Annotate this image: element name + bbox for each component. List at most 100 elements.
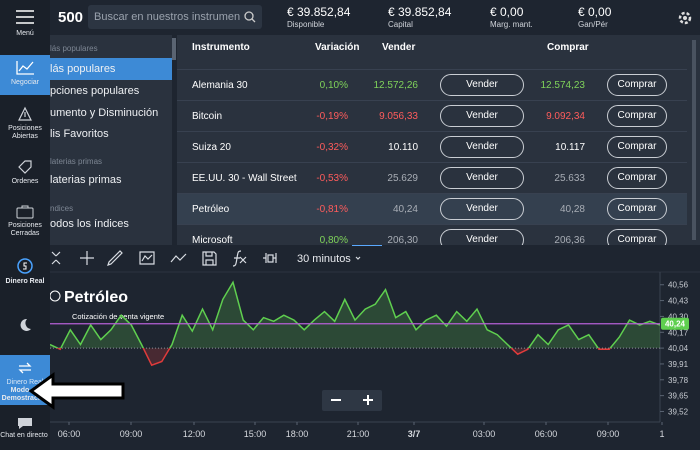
sell-price: 12.572,26 <box>373 80 419 91</box>
stat-value: € 0,00 <box>490 5 524 19</box>
save-icon[interactable] <box>202 251 217 266</box>
stat-label: Disponible <box>287 20 325 29</box>
change: -0,53% <box>316 173 348 184</box>
top-bar: 500 Buscar en nuestros instrumen € 39.85… <box>50 0 700 35</box>
x-tick-label: 09:00 <box>597 429 620 439</box>
menu-scrollbar <box>172 38 176 60</box>
buy-button[interactable]: Comprar <box>607 167 667 189</box>
instrument-row[interactable]: Alemania 30 0,10% 12.572,26 Vender 12.574,23… <box>177 69 687 101</box>
buy-button[interactable]: Comprar <box>607 229 667 245</box>
closed-positions-label[interactable]: Posiciones Cerradas <box>8 222 42 237</box>
mode-toggle-line2[interactable]: Modo de Demostración <box>1 387 49 402</box>
trade-icon <box>16 61 34 75</box>
instrument-name: Suiza 20 <box>192 142 231 153</box>
draw-icon[interactable] <box>107 250 123 266</box>
menu-label[interactable]: Menú <box>16 30 34 37</box>
real-money-icon <box>17 258 33 274</box>
column-header: Vender <box>382 42 416 53</box>
chat-label[interactable]: Chat en directo <box>0 432 48 439</box>
y-tick-label: 40,30 <box>668 312 689 321</box>
instrument-row[interactable]: Bitcoin -0,19% 9.056,33 Vender 9.092,34 Compr… <box>177 100 687 132</box>
interval-select[interactable]: 30 minutos <box>297 253 351 265</box>
menu-item[interactable]: odos los índices <box>50 218 129 230</box>
x-tick-label: 1 <box>659 429 664 439</box>
chat-icon <box>18 418 32 429</box>
x-tick-label: 09:00 <box>120 429 143 439</box>
instrument-row[interactable]: EE.UU. 30 - Wall Street -0,53% 25.629 Vende… <box>177 162 687 194</box>
buy-button[interactable]: Comprar <box>607 136 667 158</box>
instrument-name: Bitcoin <box>192 111 223 122</box>
sell-price: 40,24 <box>392 204 418 215</box>
indicator-icon[interactable] <box>139 251 155 265</box>
y-tick-label: 39,65 <box>668 392 689 401</box>
orders-label[interactable]: Ordenes <box>11 178 39 185</box>
open-positions-icon <box>18 106 32 121</box>
buy-button[interactable]: Comprar <box>607 198 667 220</box>
menu-active[interactable]: lás populares <box>50 58 172 80</box>
trend-icon[interactable] <box>170 253 187 263</box>
theme-icon[interactable] <box>18 318 32 332</box>
function-icon[interactable] <box>232 250 247 267</box>
sell-button[interactable]: Vender <box>440 229 524 245</box>
real-money-label[interactable]: Dinero Real <box>5 278 45 285</box>
instrument-name: Alemania 30 <box>192 80 248 91</box>
chart-bg <box>50 245 700 450</box>
sell-price: 10.110 <box>388 142 418 153</box>
sell-price: 9.056,33 <box>379 111 418 122</box>
buy-price: 12.574,23 <box>540 80 586 91</box>
sell-button[interactable]: Vender <box>440 136 524 158</box>
change: -0,32% <box>316 142 348 153</box>
fullscreen-icon[interactable] <box>51 251 61 265</box>
menu-item[interactable]: laterias primas <box>50 174 122 186</box>
menu-item[interactable]: pciones populares <box>50 85 140 97</box>
mode-toggle-line1[interactable]: Dinero Real <box>6 379 44 386</box>
stat-label: Gan/Pér <box>578 20 608 29</box>
instrument-row[interactable]: Microsoft 0,80% 206,30 Vender 206,36 Comprar <box>177 224 687 245</box>
sell-button[interactable]: Vender <box>440 74 524 96</box>
crosshair-icon[interactable] <box>80 251 94 265</box>
price-line <box>50 280 660 349</box>
info-icon[interactable] <box>50 290 61 302</box>
stat-margin: € 0,00 Marg. mant. <box>490 5 533 29</box>
current-price-annotation: Cotización de venta vigente <box>72 312 164 321</box>
stat-label: Marg. mant. <box>490 20 533 29</box>
menu-icon[interactable] <box>16 10 34 24</box>
sell-button[interactable]: Vender <box>440 198 524 220</box>
settings-icon[interactable] <box>677 10 693 26</box>
y-tick-label: 39,52 <box>668 407 689 416</box>
trade-active-bg[interactable] <box>0 55 50 95</box>
orders-icon <box>18 160 32 174</box>
search-box[interactable]: Buscar en nuestros instrumen <box>88 5 262 29</box>
instrument-row[interactable]: Petróleo -0,81% 40,24 Vender 40,28 Comprar <box>177 193 687 225</box>
compare-icon[interactable] <box>263 253 277 263</box>
interval-caret[interactable] <box>355 256 361 260</box>
instrument-row[interactable]: Suiza 20 -0,32% 10.110 Vender 10.117 Comprar <box>177 131 687 163</box>
column-header: Variación <box>315 42 360 53</box>
buy-button[interactable]: Comprar <box>607 105 667 127</box>
mode-toggle-icon <box>18 362 32 374</box>
menu-item[interactable]: lis Favoritos <box>50 128 109 140</box>
instrument-name: EE.UU. 30 - Wall Street <box>192 173 297 184</box>
stat-pnl: € 0,00 Gan/Pér <box>578 5 611 29</box>
x-tick-label: 15:00 <box>244 429 267 439</box>
menu-item[interactable]: umento y Disminución <box>50 107 159 119</box>
sell-button[interactable]: Vender <box>440 105 524 127</box>
loading-bar <box>352 245 382 246</box>
price-chart: 30 minutos Petróleo Cotización de venta … <box>50 245 700 450</box>
search-icon <box>244 11 256 23</box>
x-tick-label: 12:00 <box>183 429 206 439</box>
change: 0,10% <box>319 80 348 91</box>
x-tick-label: 03:00 <box>473 429 496 439</box>
buy-price: 9.092,34 <box>546 111 585 122</box>
x-tick-label: 3/7 <box>408 429 421 439</box>
sell-price: 206,30 <box>387 235 418 245</box>
sidebar: Menú Negociar Posiciones Abiertas Ordene… <box>0 0 50 450</box>
trade-label[interactable]: Negociar <box>10 79 39 86</box>
y-tick-label: 39,91 <box>668 360 689 369</box>
open-positions-label[interactable]: Posiciones Abiertas <box>8 125 42 140</box>
zoom-in[interactable] <box>363 395 373 405</box>
buy-price: 10.117 <box>555 142 585 153</box>
buy-button[interactable]: Comprar <box>607 74 667 96</box>
sell-button[interactable]: Vender <box>440 167 524 189</box>
